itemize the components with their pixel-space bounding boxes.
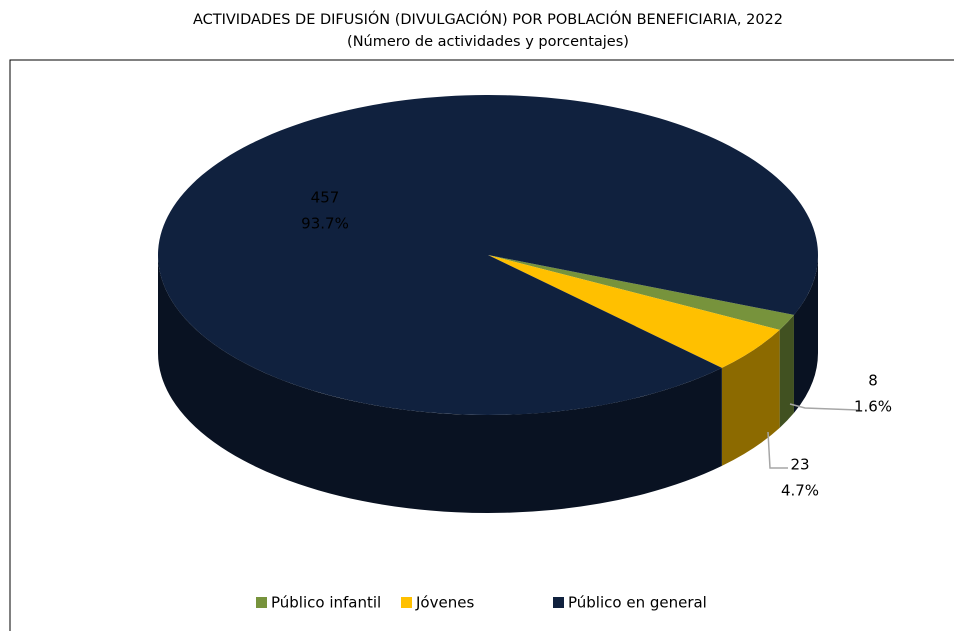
legend-swatch [553, 597, 564, 608]
data-label: 23 [790, 456, 809, 474]
legend-label: Público infantil [271, 594, 381, 612]
slice-side [793, 255, 818, 413]
percent-label: 93.7% [301, 215, 349, 233]
percent-label: 1.6% [854, 398, 892, 416]
slice [157, 95, 818, 416]
legend-label: Jóvenes [415, 594, 474, 612]
leader-line [789, 403, 859, 411]
slice-side [721, 329, 780, 466]
percent-label: 4.7% [781, 482, 819, 500]
slice [488, 255, 780, 368]
chart-subtitle: (Número de actividades y porcentajes) [347, 34, 629, 50]
slice-side [158, 255, 722, 514]
legend-swatch [401, 597, 412, 608]
data-label: 8 [868, 372, 878, 390]
data-label: 457 [311, 189, 340, 207]
legend-label: Público en general [568, 594, 707, 612]
legend-swatch [256, 597, 267, 608]
leader-line [767, 431, 788, 469]
chart-title: ACTIVIDADES DE DIFUSIÓN (DIVULGACIÓN) PO… [193, 10, 783, 28]
slice [488, 255, 794, 330]
slice-side [779, 314, 794, 428]
